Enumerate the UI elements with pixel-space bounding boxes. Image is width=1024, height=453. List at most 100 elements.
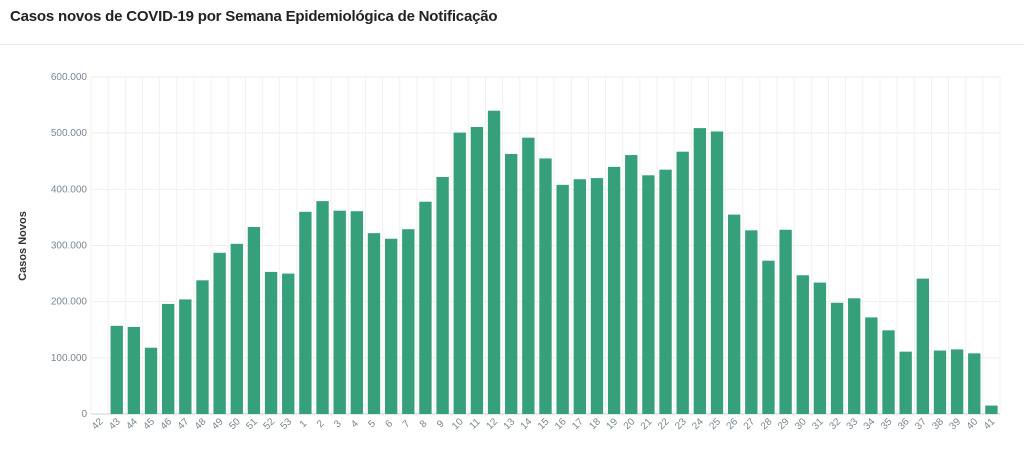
header-divider: [0, 44, 1024, 45]
bar[interactable]: [950, 349, 964, 414]
x-tick-label: 22: [656, 416, 672, 432]
x-tick-label: 30: [793, 416, 809, 432]
bar[interactable]: [487, 110, 501, 414]
bar[interactable]: [916, 278, 929, 414]
x-tick-label: 14: [519, 416, 535, 432]
bar[interactable]: [676, 151, 689, 414]
x-tick-label: 27: [742, 416, 758, 432]
x-tick-label: 44: [124, 416, 140, 432]
x-tick-label: 19: [605, 416, 621, 432]
y-tick-label: 200.000: [51, 297, 88, 308]
bar[interactable]: [470, 126, 484, 414]
bar[interactable]: [282, 273, 295, 414]
x-tick-label: 40: [965, 416, 981, 432]
x-tick-label: 16: [553, 416, 569, 432]
x-tick-label: 47: [176, 416, 192, 432]
bar[interactable]: [899, 351, 912, 414]
x-tick-label: 52: [261, 416, 277, 432]
bar[interactable]: [350, 211, 364, 414]
x-tick-label: 50: [227, 416, 243, 432]
bar[interactable]: [607, 166, 621, 414]
bar[interactable]: [848, 298, 861, 414]
bar[interactable]: [710, 131, 724, 414]
bar[interactable]: [367, 233, 381, 414]
x-tick-label: 20: [622, 416, 638, 432]
x-tick-label: 5: [366, 418, 378, 430]
bar[interactable]: [333, 210, 346, 414]
x-tick-label: 15: [536, 416, 552, 432]
x-tick-label: 13: [502, 416, 518, 432]
x-tick-label: 18: [587, 416, 603, 432]
bar[interactable]: [213, 252, 226, 414]
x-tick-label: 17: [570, 416, 586, 432]
bar[interactable]: [539, 158, 552, 414]
x-tick-label: 12: [484, 416, 500, 432]
bar[interactable]: [573, 179, 586, 414]
y-tick-label: 300.000: [51, 241, 88, 252]
bar[interactable]: [402, 229, 415, 414]
x-tick-label: 51: [244, 416, 260, 432]
x-tick-label: 9: [435, 418, 447, 430]
x-tick-label: 1: [298, 418, 310, 430]
x-tick-label: 10: [450, 416, 466, 432]
bar[interactable]: [727, 214, 741, 414]
bars: [110, 110, 998, 415]
bar[interactable]: [642, 175, 655, 414]
bar[interactable]: [230, 243, 243, 414]
bar[interactable]: [522, 137, 535, 414]
bar[interactable]: [813, 282, 827, 414]
bar[interactable]: [796, 275, 809, 414]
y-tick-label: 400.000: [51, 184, 88, 195]
bar[interactable]: [419, 201, 432, 414]
x-tick-label: 24: [690, 416, 706, 432]
x-tick-label: 21: [639, 416, 655, 432]
x-tick-label: 37: [913, 416, 929, 432]
bar[interactable]: [985, 405, 998, 414]
bar[interactable]: [779, 229, 792, 414]
x-tick-label: 7: [401, 418, 413, 430]
y-tick-label: 500.000: [51, 128, 88, 139]
bar[interactable]: [968, 353, 981, 414]
bar[interactable]: [505, 153, 518, 414]
bar[interactable]: [625, 155, 638, 415]
bar[interactable]: [882, 330, 895, 414]
bar[interactable]: [316, 201, 329, 414]
bar[interactable]: [127, 326, 141, 414]
x-tick-label: 2: [315, 418, 327, 430]
bar[interactable]: [162, 303, 175, 414]
bar[interactable]: [745, 230, 758, 414]
x-tick-label: 3: [332, 418, 344, 430]
x-tick-label: 53: [279, 416, 295, 432]
y-tick-label: 600.000: [51, 72, 88, 83]
bar[interactable]: [762, 260, 775, 414]
bar[interactable]: [179, 299, 192, 414]
bar[interactable]: [693, 128, 707, 414]
bar[interactable]: [933, 350, 947, 414]
y-tick-label: 0: [81, 409, 87, 420]
bar[interactable]: [384, 238, 398, 414]
bar[interactable]: [865, 317, 878, 414]
bar[interactable]: [830, 302, 844, 414]
bar[interactable]: [264, 271, 278, 414]
x-tick-label: 23: [673, 416, 689, 432]
bar[interactable]: [144, 347, 158, 414]
bar[interactable]: [659, 169, 672, 414]
bar[interactable]: [110, 325, 123, 414]
x-tick-label: 49: [210, 416, 226, 432]
bar[interactable]: [453, 132, 466, 415]
bar[interactable]: [436, 176, 449, 414]
x-tick-label: 43: [107, 416, 123, 432]
x-tick-label: 29: [776, 416, 792, 432]
x-tick-label: 6: [384, 418, 396, 430]
x-tick-label: 34: [862, 416, 878, 432]
bar[interactable]: [299, 211, 312, 414]
bar[interactable]: [196, 280, 209, 414]
bar[interactable]: [590, 178, 604, 414]
x-tick-label: 42: [90, 416, 106, 432]
x-tick-label: 39: [948, 416, 964, 432]
x-tick-label: 11: [468, 416, 483, 431]
bar[interactable]: [556, 184, 569, 414]
bar[interactable]: [247, 226, 261, 414]
x-tick-label: 35: [879, 416, 895, 432]
x-tick-label: 48: [193, 416, 209, 432]
